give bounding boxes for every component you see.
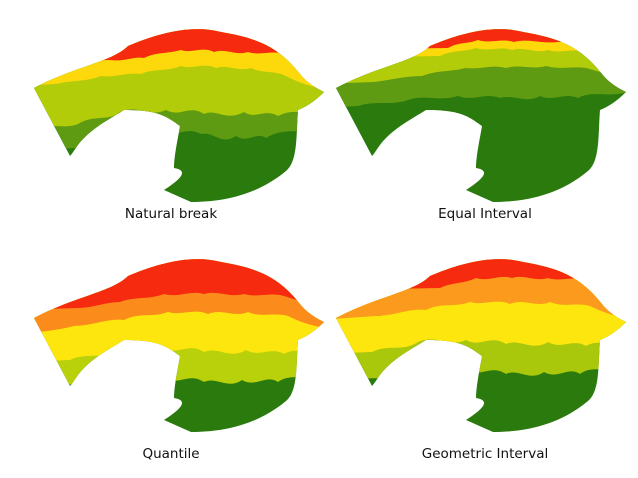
map-equal-interval	[318, 26, 628, 206]
caption-quantile: Quantile	[142, 446, 200, 462]
geometric-interval-map-svg	[336, 259, 626, 432]
natural-break-map-svg	[34, 29, 324, 202]
caption-geometric-interval: Geometric Interval	[421, 446, 549, 462]
caption-equal-interval: Equal Interval	[438, 206, 532, 222]
map-geometric-interval	[318, 256, 628, 436]
map-natural-break	[16, 26, 326, 206]
map-quantile	[16, 256, 326, 436]
quantile-map-svg	[34, 259, 324, 432]
equal-interval-map-svg	[336, 29, 626, 202]
caption-natural-break: Natural break	[124, 206, 218, 222]
